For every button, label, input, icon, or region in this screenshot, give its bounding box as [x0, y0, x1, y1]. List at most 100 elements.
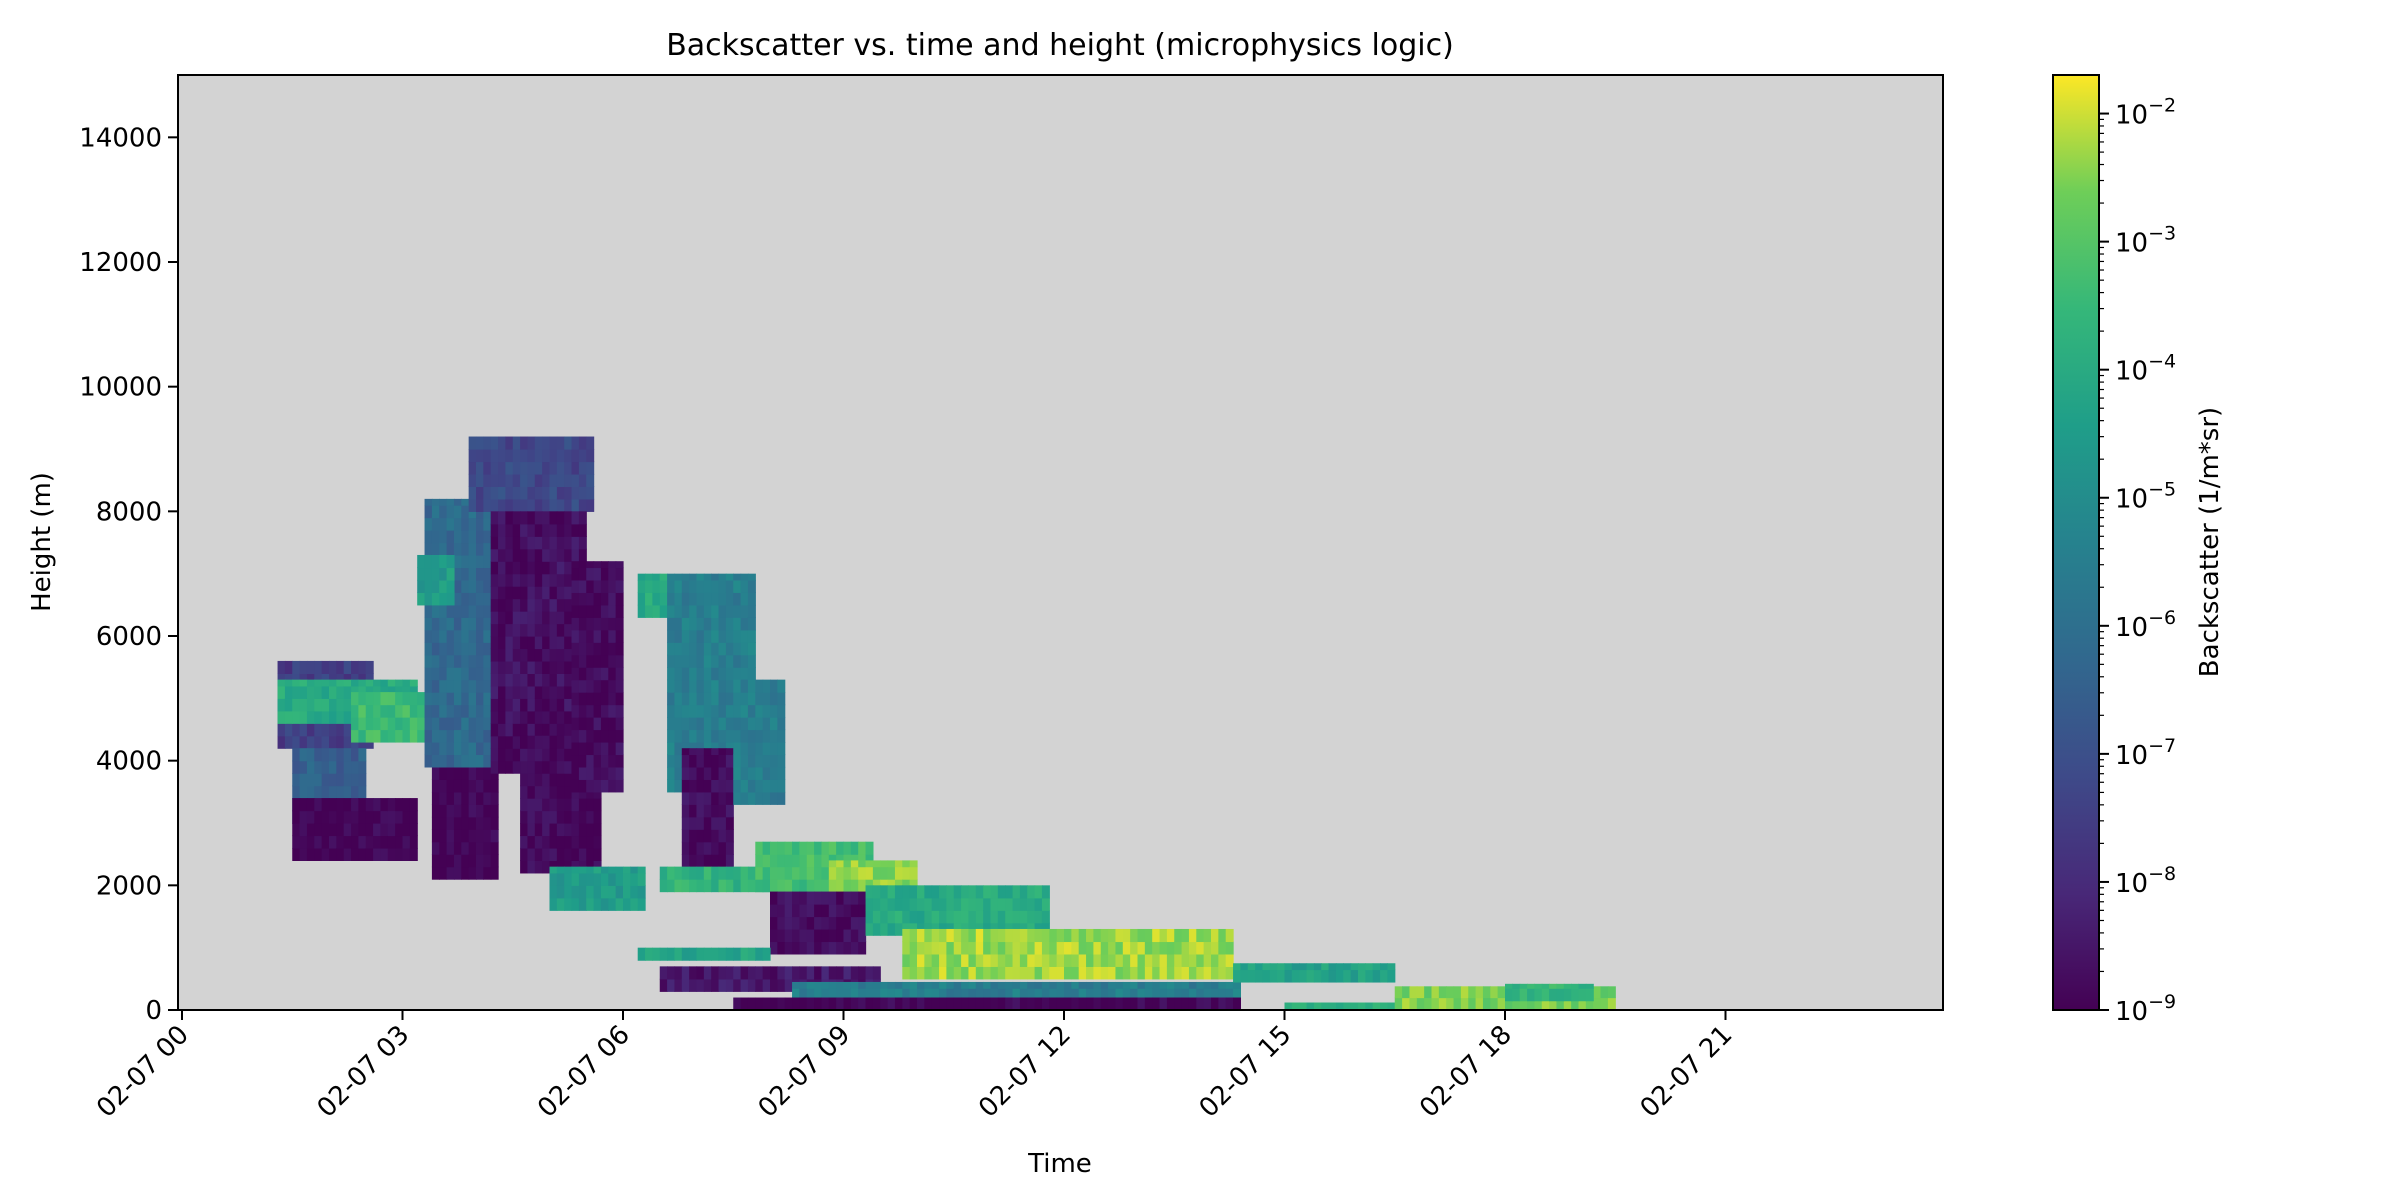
heat-cell: [1196, 988, 1205, 1002]
heat-cell: [711, 717, 720, 731]
heat-cell: [1108, 981, 1117, 989]
heat-cell: [1541, 983, 1550, 989]
heat-cell: [505, 498, 514, 512]
heat-cell: [689, 573, 698, 581]
heat-cell: [983, 997, 992, 1010]
heat-cell: [667, 579, 676, 593]
heat-cell: [711, 748, 720, 756]
heat-cell: [953, 941, 962, 955]
heat-cell: [329, 798, 337, 812]
heat-cell: [578, 872, 587, 886]
heat-cell: [520, 598, 529, 612]
heat-cell: [512, 685, 521, 699]
heat-cell: [667, 654, 676, 668]
heat-cell: [747, 947, 756, 961]
heat-cell: [696, 748, 705, 756]
heat-cell: [770, 997, 778, 1010]
heat-cell: [696, 816, 705, 830]
heat-cell: [306, 760, 315, 774]
heat-cell: [725, 879, 734, 893]
heat-cell: [762, 978, 771, 992]
heat-cell: [931, 981, 940, 989]
colorbar-tick-label: 10−4: [2115, 351, 2176, 387]
heat-cell: [968, 981, 977, 989]
heat-cell: [431, 667, 440, 681]
heat-cell: [453, 592, 462, 606]
heat-cell: [453, 841, 462, 855]
heat-cell: [380, 847, 389, 861]
heat-cell: [975, 897, 984, 911]
heat-cell: [1012, 988, 1021, 1002]
heat-cell: [365, 679, 374, 687]
heat-cell: [939, 988, 947, 1002]
heat-cell: [821, 997, 830, 1010]
heat-cell: [527, 511, 536, 525]
heat-cell: [1512, 988, 1521, 1002]
heat-cell: [556, 436, 565, 450]
heat-cell: [476, 498, 484, 512]
heat-cell: [512, 486, 521, 500]
heat-cell: [1284, 969, 1293, 983]
heat-cell: [351, 847, 359, 861]
heat-cell: [409, 692, 418, 706]
heat-cell: [520, 735, 529, 749]
heat-cell: [564, 897, 573, 911]
heat-cell: [351, 835, 359, 849]
heat-cell: [674, 617, 683, 631]
heat-cell: [806, 941, 815, 955]
heat-cell: [836, 966, 845, 980]
heat-cell: [571, 667, 580, 681]
heat-cell: [1453, 997, 1462, 1010]
heat-cell: [689, 629, 698, 643]
heat-cell: [468, 617, 477, 631]
heat-cell: [571, 729, 580, 743]
heat-cell: [468, 530, 477, 544]
heat-cell: [645, 947, 653, 961]
heat-cell: [718, 766, 727, 780]
heat-cell: [578, 548, 587, 562]
heat-cell: [1027, 966, 1036, 980]
heat-cell: [490, 486, 499, 500]
heat-cell: [373, 704, 382, 718]
heat-cell: [365, 847, 374, 861]
heat-cell: [1100, 981, 1109, 989]
heat-cell: [299, 698, 308, 712]
heat-cell: [498, 611, 506, 625]
heat-cell: [498, 586, 506, 600]
heat-cell: [1049, 928, 1058, 943]
heat-cell: [549, 436, 558, 450]
heat-cell: [556, 885, 565, 899]
heat-cell: [314, 735, 323, 749]
heat-cell: [880, 910, 889, 924]
heat-cell: [520, 810, 529, 824]
heat-cell: [770, 766, 778, 780]
heat-cell: [527, 461, 536, 475]
colorbar-tick-label: 10−9: [2115, 991, 2176, 1027]
heat-cell: [556, 536, 565, 550]
heat-cell: [762, 841, 771, 855]
heat-cell: [696, 978, 705, 992]
heat-cell: [983, 941, 992, 955]
heat-cell: [498, 660, 506, 674]
heat-cell: [1438, 997, 1447, 1010]
heat-cell: [865, 922, 874, 936]
heat-cell: [865, 988, 874, 1002]
heat-cell: [564, 885, 573, 899]
heat-cell: [1387, 963, 1396, 971]
heat-cell: [681, 654, 690, 668]
heat-cell: [336, 798, 345, 812]
heat-cell: [476, 816, 484, 830]
heat-cell: [674, 779, 683, 793]
heat-cell: [424, 554, 433, 569]
heat-cell: [314, 798, 323, 812]
heat-cell: [792, 966, 800, 980]
heat-cell: [674, 704, 683, 718]
heat-cell: [1122, 966, 1131, 980]
heat-cell: [1144, 988, 1153, 1002]
heat-cell: [431, 829, 440, 843]
heat-cell: [314, 773, 323, 787]
heat-cell: [395, 692, 404, 706]
heat-cell: [498, 735, 506, 749]
heat-cell: [792, 904, 800, 918]
